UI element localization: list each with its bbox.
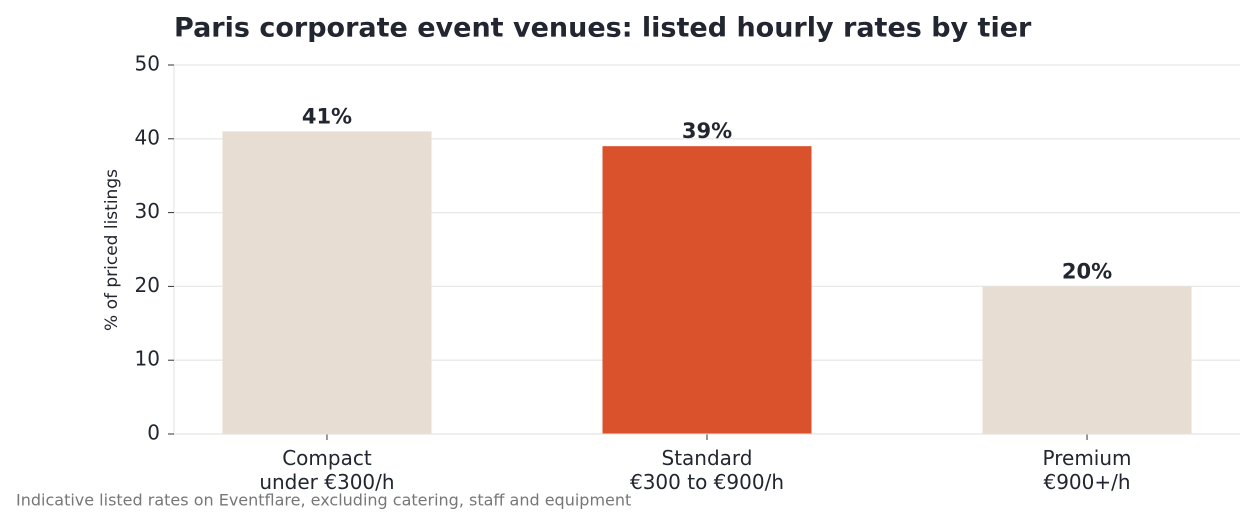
chart-title: Paris corporate event venues: listed hou… — [174, 13, 1032, 44]
y-tick-label: 30 — [135, 199, 160, 223]
value-label: 39% — [682, 119, 732, 143]
y-tick-label: 0 — [147, 421, 160, 445]
x-tick-label: Premium €900+/h — [1043, 446, 1132, 494]
y-tick-label: 20 — [135, 273, 160, 297]
x-tick-label: Standard €300 to €900/h — [630, 446, 784, 494]
y-tick-label: 40 — [135, 125, 160, 149]
x-tick-label-line: Compact — [282, 446, 372, 470]
x-tick-label-line: Standard — [662, 446, 753, 470]
value-label: 20% — [1062, 259, 1112, 283]
value-label: 41% — [302, 104, 352, 128]
y-tick-label: 50 — [135, 52, 160, 76]
y-tick-label: 10 — [135, 347, 160, 371]
bar — [602, 146, 812, 434]
x-tick-label-line: under €300/h — [259, 470, 394, 494]
bar — [222, 131, 432, 435]
bar — [982, 286, 1192, 434]
footnote: Indicative listed rates on Eventflare, e… — [16, 491, 631, 510]
x-tick-label-line: €300 to €900/h — [630, 470, 784, 494]
x-tick-label: Compact under €300/h — [259, 446, 394, 494]
x-tick-label-line: €900+/h — [1043, 470, 1130, 494]
y-axis-label: % of priced listings — [102, 169, 122, 331]
x-tick-label-line: Premium — [1043, 446, 1132, 470]
